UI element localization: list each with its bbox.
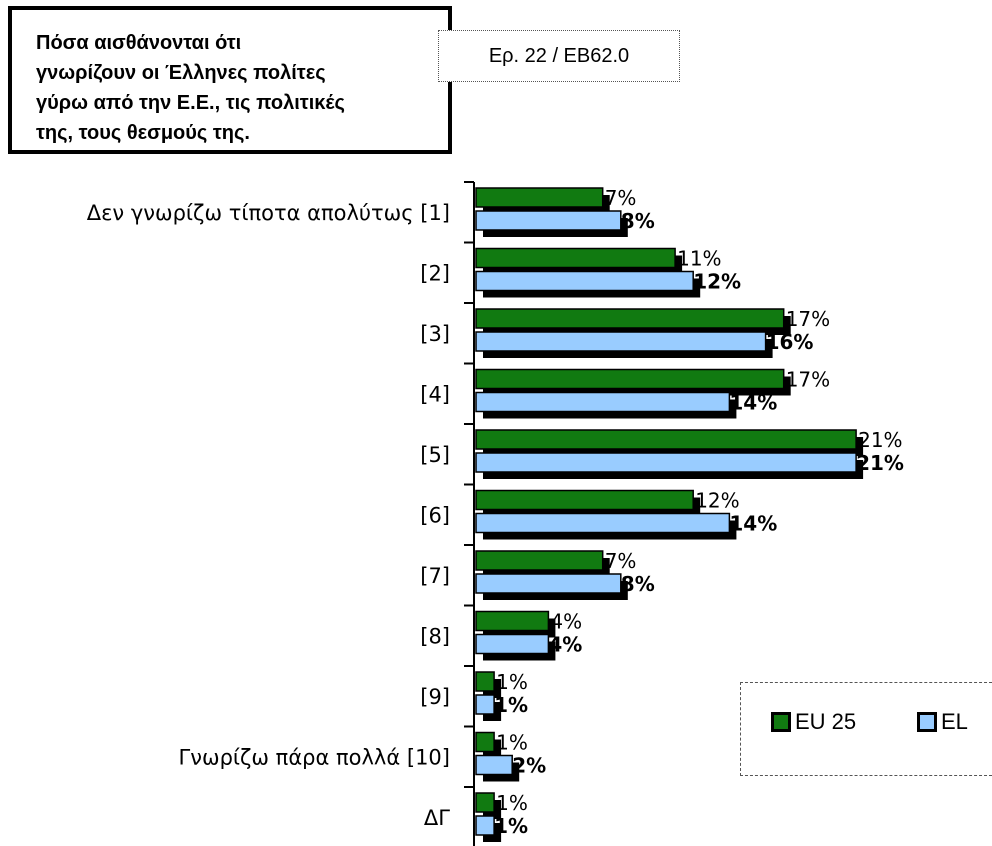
category-label: Γνωρίζω πάρα πολλά [10]: [179, 746, 450, 770]
bar-eu25: [475, 671, 495, 692]
legend-label-eu25: EU 25: [795, 709, 857, 734]
category-label: [8]: [420, 625, 450, 649]
value-label-eu25: 1%: [496, 791, 528, 815]
value-label-eu25: 7%: [605, 549, 637, 573]
title-line-4: της, τους θεσμούς της.: [36, 122, 250, 144]
bar-eu25: [475, 610, 550, 632]
category-label: [9]: [420, 685, 450, 709]
source-label: Ερ. 22 / ΕΒ62.0: [438, 30, 680, 82]
category-label: [4]: [420, 383, 450, 407]
title-line-3: γύρω από την Ε.Ε., τις πολιτικές: [36, 92, 345, 114]
value-label-eu25: 17%: [786, 368, 830, 392]
category-label: [3]: [420, 322, 450, 346]
value-label-eu25: 21%: [858, 428, 902, 452]
value-label-el: 21%: [856, 451, 904, 475]
legend-item-eu25: EU 25: [771, 709, 856, 735]
bar-eu25: [475, 368, 785, 390]
bar-el: [475, 815, 495, 836]
legend-swatch-eu25: [771, 712, 791, 732]
value-label-eu25: 17%: [786, 307, 830, 331]
value-label-el: 1%: [494, 693, 528, 717]
bar-el: [475, 270, 694, 292]
category-label: [5]: [420, 443, 450, 467]
title-line-2: γνωρίζουν οι Έλληνες πολίτες: [36, 62, 326, 84]
value-label-eu25: 1%: [496, 670, 528, 694]
category-label: [7]: [420, 564, 450, 588]
bar-eu25: [475, 731, 495, 753]
value-label-el: 4%: [548, 633, 582, 657]
value-label-el: 8%: [621, 209, 655, 233]
value-label-el: 16%: [766, 330, 814, 354]
legend-swatch-el: [917, 712, 937, 732]
legend-label-el: EL: [941, 709, 968, 734]
bar-el: [475, 452, 857, 473]
category-label: [2]: [420, 262, 450, 286]
bar-eu25: [475, 792, 495, 813]
bar-eu25: [475, 308, 785, 329]
category-label: Δεν γνωρίζω τίποτα απολύτως [1]: [87, 201, 450, 225]
bar-el: [475, 512, 731, 534]
bar-el: [475, 694, 495, 715]
value-label-eu25: 7%: [605, 186, 637, 210]
bar-el: [475, 210, 622, 231]
value-label-eu25: 4%: [550, 610, 582, 634]
legend: EU 25 EL: [740, 682, 992, 776]
bar-eu25: [475, 550, 604, 571]
bar-eu25: [475, 247, 676, 269]
value-label-eu25: 11%: [677, 247, 721, 271]
value-label-el: 2%: [512, 754, 546, 778]
chart-title-box: Πόσα αισθάνονται ότι γνωρίζουν οι Έλληνε…: [8, 6, 452, 154]
bar-el: [475, 754, 513, 776]
legend-item-el: EL: [917, 709, 968, 735]
value-label-el: 14%: [729, 512, 777, 536]
value-label-eu25: 12%: [695, 489, 739, 513]
bar-el: [475, 331, 767, 352]
value-label-el: 8%: [621, 572, 655, 596]
value-label-eu25: 1%: [496, 731, 528, 755]
bar-el: [475, 633, 550, 655]
category-label: [6]: [420, 504, 450, 528]
category-label: ΔΓ: [424, 806, 450, 830]
value-label-el: 1%: [494, 814, 528, 838]
title-line-1: Πόσα αισθάνονται ότι: [36, 32, 242, 54]
bar-el: [475, 391, 731, 413]
bar-el: [475, 573, 622, 594]
bar-eu25: [475, 489, 694, 511]
bar-eu25: [475, 429, 857, 450]
bar-eu25: [475, 187, 604, 208]
value-label-el: 14%: [729, 391, 777, 415]
value-label-el: 12%: [693, 270, 741, 294]
